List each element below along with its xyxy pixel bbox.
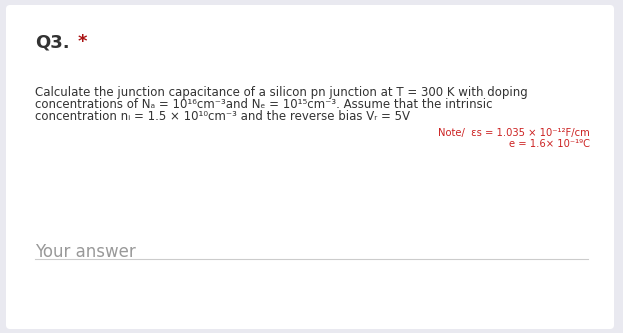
Text: *: * xyxy=(78,33,87,51)
FancyBboxPatch shape xyxy=(6,5,614,329)
Text: Note/  εs = 1.035 × 10⁻¹²F/cm: Note/ εs = 1.035 × 10⁻¹²F/cm xyxy=(438,128,590,138)
Text: Your answer: Your answer xyxy=(35,243,136,261)
Text: Calculate the junction capacitance of a silicon pn junction at T = 300 K with do: Calculate the junction capacitance of a … xyxy=(35,86,528,99)
Text: e = 1.6× 10⁻¹⁹C: e = 1.6× 10⁻¹⁹C xyxy=(509,139,590,149)
Text: concentrations of Nₐ = 10¹⁶cm⁻³and Nₑ = 10¹⁵cm⁻³. Assume that the intrinsic: concentrations of Nₐ = 10¹⁶cm⁻³and Nₑ = … xyxy=(35,98,493,111)
Text: Q3.: Q3. xyxy=(35,33,70,51)
Text: concentration nᵢ = 1.5 × 10¹⁰cm⁻³ and the reverse bias Vᵣ = 5V: concentration nᵢ = 1.5 × 10¹⁰cm⁻³ and th… xyxy=(35,110,410,123)
